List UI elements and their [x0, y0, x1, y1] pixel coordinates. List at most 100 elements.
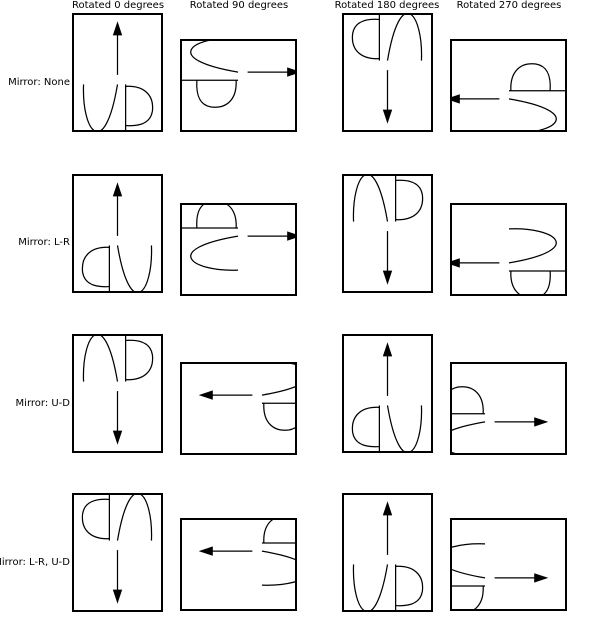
u-loop [508, 98, 557, 130]
figure-mirror-ud-rot-270 [450, 362, 567, 455]
u-loop [116, 245, 153, 291]
half-disc [351, 18, 380, 60]
figure-mirror-ud-rot-0 [72, 334, 163, 453]
symbol-graphic [452, 228, 565, 294]
half-disc [395, 565, 424, 607]
u-loop [261, 364, 295, 396]
symbol-graphic [182, 41, 295, 108]
u-loop [452, 543, 486, 579]
figure-mirror-lr-ud-rot-90 [180, 518, 297, 611]
figure-mirror-lr-ud-rot-0 [72, 493, 163, 612]
header-rotated-0: Rotated 0 degrees [71, 0, 165, 11]
figure-mirror-ud-rot-180 [342, 334, 433, 453]
half-disc [351, 406, 380, 448]
row-label-mirror-ud: Mirror: U-D [15, 398, 70, 409]
symbol-group [452, 543, 549, 609]
symbol-group [198, 520, 295, 586]
figure-mirror-lr-ud-rot-270 [450, 518, 567, 611]
symbol-group [352, 501, 424, 610]
half-disc [263, 403, 295, 431]
u-loop [190, 41, 239, 73]
u-loop [508, 228, 557, 264]
arrow-head [382, 342, 393, 357]
half-disc [452, 386, 484, 414]
symbol-graphic [198, 520, 295, 586]
half-disc [125, 85, 154, 127]
row-label-mirror-lr: Mirror: L-R [18, 237, 70, 248]
u-loop [190, 235, 239, 271]
figure-mirror-none-rot-270 [450, 39, 567, 132]
figure-mirror-lr-ud-rot-180 [342, 493, 433, 612]
symbol-graphic [182, 205, 295, 271]
arrow-head [112, 430, 123, 445]
header-rotated-180: Rotated 180 degrees [334, 0, 440, 11]
symbol-graphic [452, 386, 549, 453]
symbol-graphic [198, 364, 295, 431]
figure-mirror-none-rot-0 [72, 13, 163, 132]
symbol-graphic [351, 15, 423, 124]
symbol-group [182, 41, 295, 108]
figure-mirror-none-rot-90 [180, 39, 297, 132]
half-disc [125, 339, 154, 381]
symbol-group [182, 205, 295, 271]
symbol-graphic [352, 176, 424, 285]
symbol-group [81, 495, 153, 604]
symbol-graphic [351, 342, 423, 451]
figure-mirror-lr-rot-90 [180, 203, 297, 296]
arrow-head [287, 67, 295, 77]
arrow-head [112, 182, 123, 197]
u-loop [452, 421, 486, 453]
symbol-group [82, 21, 154, 130]
symbol-group [352, 176, 424, 285]
arrow-head [534, 417, 549, 427]
half-disc [510, 63, 551, 91]
half-disc [395, 179, 424, 221]
half-disc [81, 498, 110, 540]
u-loop [352, 176, 389, 222]
symbol-group [452, 63, 565, 130]
u-loop [352, 564, 389, 610]
u-loop [82, 336, 119, 382]
half-disc [196, 205, 237, 229]
symbol-group [81, 182, 153, 291]
figure-mirror-lr-rot-180 [342, 174, 433, 293]
symbol-graphic [452, 543, 549, 609]
symbol-graphic [452, 63, 565, 130]
u-loop [386, 15, 423, 61]
half-disc [510, 270, 551, 294]
arrow-head [287, 231, 295, 241]
half-disc [263, 520, 295, 544]
figure-mirror-none-rot-180 [342, 13, 433, 132]
arrow-head [534, 573, 549, 583]
symbol-group [198, 364, 295, 431]
symbol-group [351, 15, 423, 124]
symbol-graphic [82, 21, 154, 130]
row-label-mirror-lr-ud: Mirror: L-R, U-D [0, 557, 70, 568]
half-disc [452, 585, 484, 609]
arrow-head [382, 270, 393, 285]
figure-mirror-ud-rot-90 [180, 362, 297, 455]
arrow-head [452, 258, 460, 268]
half-disc [196, 80, 237, 108]
arrow-head [452, 94, 460, 104]
u-loop [82, 84, 119, 130]
row-label-mirror-none: Mirror: None [8, 77, 70, 88]
symbol-group [82, 336, 154, 445]
arrow-head [382, 109, 393, 124]
header-rotated-270: Rotated 270 degrees [456, 0, 562, 11]
arrow-head [382, 501, 393, 516]
u-loop [261, 550, 295, 586]
u-loop [116, 495, 153, 541]
symbol-graphic [82, 336, 154, 445]
arrow-head [198, 546, 213, 556]
header-rotated-90: Rotated 90 degrees [189, 0, 289, 11]
symbol-group [452, 228, 565, 294]
symbol-group [452, 386, 549, 453]
symbol-group [351, 342, 423, 451]
figure-mirror-lr-rot-0 [72, 174, 163, 293]
arrow-head [198, 390, 213, 400]
arrow-head [112, 589, 123, 604]
half-disc [81, 246, 110, 288]
symbol-graphic [81, 182, 153, 291]
symbol-graphic [81, 495, 153, 604]
